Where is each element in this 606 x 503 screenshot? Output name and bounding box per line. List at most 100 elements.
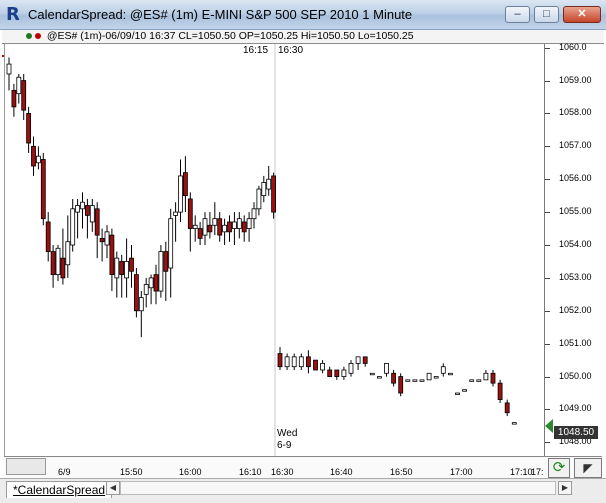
candle-body-down bbox=[31, 145, 36, 167]
maximize-button[interactable]: □ bbox=[534, 6, 559, 23]
candle-body-up bbox=[138, 297, 144, 312]
candle bbox=[202, 212, 208, 245]
candle bbox=[277, 346, 283, 370]
candle bbox=[158, 245, 164, 298]
candle bbox=[391, 369, 397, 387]
candle-body-down bbox=[241, 221, 247, 233]
time-tick-label: 16:50 bbox=[390, 467, 413, 477]
candle-body-up bbox=[266, 178, 272, 190]
candle-body-up bbox=[246, 218, 252, 229]
candle bbox=[153, 264, 159, 305]
close-button[interactable]: ✕ bbox=[563, 6, 601, 23]
candle bbox=[104, 225, 110, 259]
candle-body-up bbox=[231, 221, 237, 229]
title-bar[interactable]: R CalendarSpread: @ES# (1m) E-MINI S&P 5… bbox=[0, 0, 606, 30]
price-tick-mark bbox=[545, 80, 550, 82]
candle bbox=[433, 376, 439, 379]
time-marker-1630: 16:30 bbox=[278, 45, 304, 56]
candle bbox=[89, 198, 95, 232]
candle bbox=[291, 353, 297, 370]
tab-scroll-left-icon[interactable]: ◀ bbox=[106, 481, 120, 495]
candle bbox=[114, 251, 120, 298]
candle-body-down bbox=[109, 234, 115, 276]
candle bbox=[320, 360, 326, 374]
day-label-date: 6-9 bbox=[277, 440, 292, 451]
candle bbox=[217, 212, 223, 242]
price-tick-mark bbox=[545, 409, 550, 411]
candle bbox=[99, 228, 105, 262]
price-chart[interactable] bbox=[5, 44, 545, 456]
candle-body-down bbox=[85, 205, 90, 216]
candle bbox=[94, 202, 100, 259]
time-tick-label: 15:50 bbox=[120, 467, 143, 477]
candle-body-up bbox=[483, 372, 489, 381]
candle-body-up bbox=[222, 224, 228, 233]
horizontal-scrollbar[interactable] bbox=[120, 481, 556, 495]
candle-body-up bbox=[143, 284, 149, 295]
candle-body-down bbox=[271, 175, 277, 213]
time-tick-label: 6/9 bbox=[58, 467, 71, 477]
candle-body-down bbox=[163, 251, 169, 272]
chart-area[interactable] bbox=[4, 44, 544, 456]
candle bbox=[70, 198, 76, 252]
price-tick-mark bbox=[545, 245, 550, 246]
candle bbox=[65, 215, 71, 278]
candle-body-down bbox=[490, 372, 496, 384]
candle bbox=[412, 379, 418, 382]
candle-body-up bbox=[114, 257, 120, 279]
price-tick-mark bbox=[545, 212, 550, 214]
price-tick-mark bbox=[545, 277, 550, 279]
refresh-icon[interactable]: ⟳ bbox=[548, 458, 570, 478]
candle bbox=[11, 83, 17, 117]
candle-body-up bbox=[476, 379, 482, 382]
candle bbox=[462, 389, 468, 392]
candle bbox=[261, 175, 267, 203]
candle-body-up bbox=[212, 218, 218, 226]
candle bbox=[313, 359, 318, 371]
minimize-button[interactable]: – bbox=[505, 6, 530, 23]
candle-body-up bbox=[16, 76, 22, 95]
candle bbox=[251, 202, 257, 229]
candle-body-up bbox=[158, 251, 164, 292]
candle-body-up bbox=[168, 218, 174, 269]
candle bbox=[124, 238, 129, 298]
price-tick-label: 1060.0 bbox=[559, 41, 587, 52]
zoom-icon[interactable]: ◤ bbox=[574, 458, 602, 478]
candle bbox=[426, 372, 432, 381]
day-label: Wed 6-9 bbox=[277, 428, 297, 452]
candle-body-down bbox=[207, 224, 213, 233]
tab-calendarspread[interactable]: *CalendarSpread bbox=[6, 481, 113, 498]
time-scroll-thumb[interactable] bbox=[6, 458, 46, 475]
candle bbox=[207, 212, 213, 239]
candle-body-down bbox=[119, 261, 125, 276]
price-tick-label: 1052.00 bbox=[559, 304, 592, 315]
candle-body-up bbox=[433, 376, 439, 379]
candle bbox=[271, 172, 277, 219]
candle bbox=[376, 376, 382, 379]
candle-body-down bbox=[391, 372, 397, 384]
app-logo-icon: R bbox=[6, 4, 20, 25]
time-axis[interactable] bbox=[4, 456, 602, 478]
tab-scroll-right-icon[interactable]: ▶ bbox=[558, 481, 572, 495]
candle-body-up bbox=[348, 363, 354, 374]
candle-body-up bbox=[320, 363, 326, 371]
candle bbox=[80, 192, 85, 229]
candle-body-down bbox=[26, 113, 32, 144]
price-arrow-icon bbox=[545, 419, 553, 433]
candle bbox=[246, 212, 252, 242]
candle-body-up bbox=[511, 422, 517, 425]
candle bbox=[21, 73, 27, 121]
candle bbox=[305, 350, 311, 374]
candle-body-down bbox=[129, 257, 134, 272]
candle bbox=[143, 277, 149, 308]
price-tick-label: 1048.00 bbox=[559, 436, 592, 447]
price-tick-label: 1053.00 bbox=[559, 271, 592, 282]
candle bbox=[236, 212, 242, 239]
time-tick-label: 16:30 bbox=[271, 467, 294, 477]
price-axis[interactable]: 1060.0 1059.00 1058.00 1057.00 1056.00 1055.0… bbox=[544, 41, 602, 456]
candle bbox=[284, 353, 290, 370]
candle-body-down bbox=[94, 208, 100, 236]
candle bbox=[6, 57, 12, 91]
candle-body-up bbox=[55, 247, 61, 276]
candle-body-up bbox=[355, 356, 361, 364]
